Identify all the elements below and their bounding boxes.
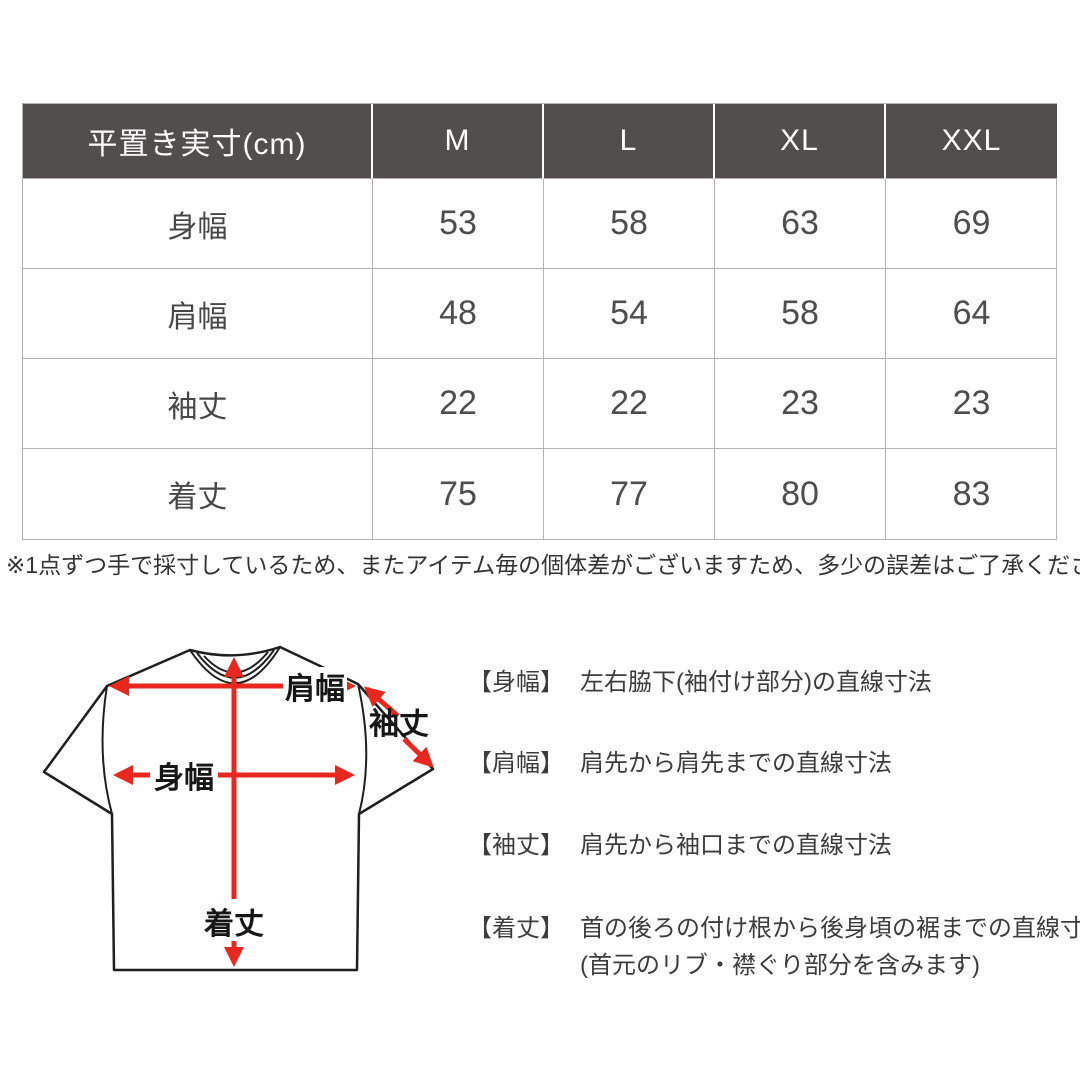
- sleeve-length-arrow-lower: [402, 737, 434, 768]
- tshirt-armhole-seams: [101, 683, 368, 815]
- table-cell: 64: [886, 269, 1057, 359]
- table-cell: 69: [886, 179, 1057, 269]
- row-label-shoulder-width: 肩幅: [23, 269, 373, 359]
- definition-desc: 肩先から袖口までの直線寸法: [580, 832, 892, 859]
- definition-desc: 肩先から肩先までの直線寸法: [580, 750, 892, 777]
- definition-desc: 首の後ろの付け根から後身頃の裾までの直線寸法 (首元のリブ・襟ぐり部分を含みます…: [580, 910, 1080, 984]
- tshirt-measurement-diagram: 肩幅 袖丈 身幅 着丈: [42, 645, 435, 972]
- table-cell: 63: [715, 179, 886, 269]
- table-cell: 53: [373, 179, 544, 269]
- measurement-note: ※1点ずつ手で採寸しているため、またアイテム毎の個体差がございますため、多少の誤…: [6, 552, 1080, 578]
- table-cell: 77: [544, 449, 715, 539]
- definition-term: 【肩幅】: [468, 750, 564, 777]
- table-header-size-m: M: [373, 104, 544, 179]
- table-cell: 23: [886, 359, 1057, 449]
- table-cell: 58: [544, 179, 715, 269]
- definition-shoulder-width: 【肩幅】 肩先から肩先までの直線寸法: [468, 745, 1068, 782]
- table-header-size-xl: XL: [715, 104, 886, 179]
- table-cell: 22: [544, 359, 715, 449]
- table-cell: 58: [715, 269, 886, 359]
- table-cell: 75: [373, 449, 544, 539]
- body-width-label: 身幅: [154, 762, 214, 795]
- definition-term: 【袖丈】: [468, 832, 564, 859]
- garment-length-label: 着丈: [204, 907, 264, 941]
- table-header-title: 平置き実寸(cm): [23, 104, 373, 179]
- definition-garment-length: 【着丈】 首の後ろの付け根から後身頃の裾までの直線寸法 (首元のリブ・襟ぐり部分…: [468, 910, 1080, 984]
- definition-desc: 左右脇下(袖付け部分)の直線寸法: [580, 669, 932, 696]
- table-cell: 48: [373, 269, 544, 359]
- sleeve-length-arrow-upper: [363, 686, 400, 718]
- definition-term: 【身幅】: [468, 669, 564, 696]
- size-table: 平置き実寸(cm) M L XL XXL 身幅 53 58 63 69 肩幅 4…: [22, 103, 1057, 540]
- table-header-size-l: L: [544, 104, 715, 179]
- table-cell: 80: [715, 449, 886, 539]
- definition-desc-line2: (首元のリブ・襟ぐり部分を含みます): [580, 952, 980, 979]
- table-cell: 22: [373, 359, 544, 449]
- row-label-body-width: 身幅: [23, 179, 373, 269]
- row-label-sleeve-length: 袖丈: [23, 359, 373, 449]
- table-cell: 83: [952, 474, 991, 513]
- definition-desc-line1: 首の後ろの付け根から後身頃の裾までの直線寸法: [580, 915, 1080, 942]
- definition-sleeve-length: 【袖丈】 肩先から袖口までの直線寸法: [468, 827, 1068, 864]
- table-cell: 54: [544, 269, 715, 359]
- label-backplates: [150, 667, 347, 941]
- shoulder-width-label: 肩幅: [285, 672, 345, 706]
- sleeve-length-label: 袖丈: [369, 707, 429, 741]
- definition-body-width: 【身幅】 左右脇下(袖付け部分)の直線寸法: [468, 664, 1068, 701]
- table-header-size-xxl: XXL: [886, 104, 1057, 179]
- definition-term: 【着丈】: [468, 915, 564, 942]
- table-cell: 23: [715, 359, 886, 449]
- row-label-garment-length: 着丈: [23, 449, 373, 539]
